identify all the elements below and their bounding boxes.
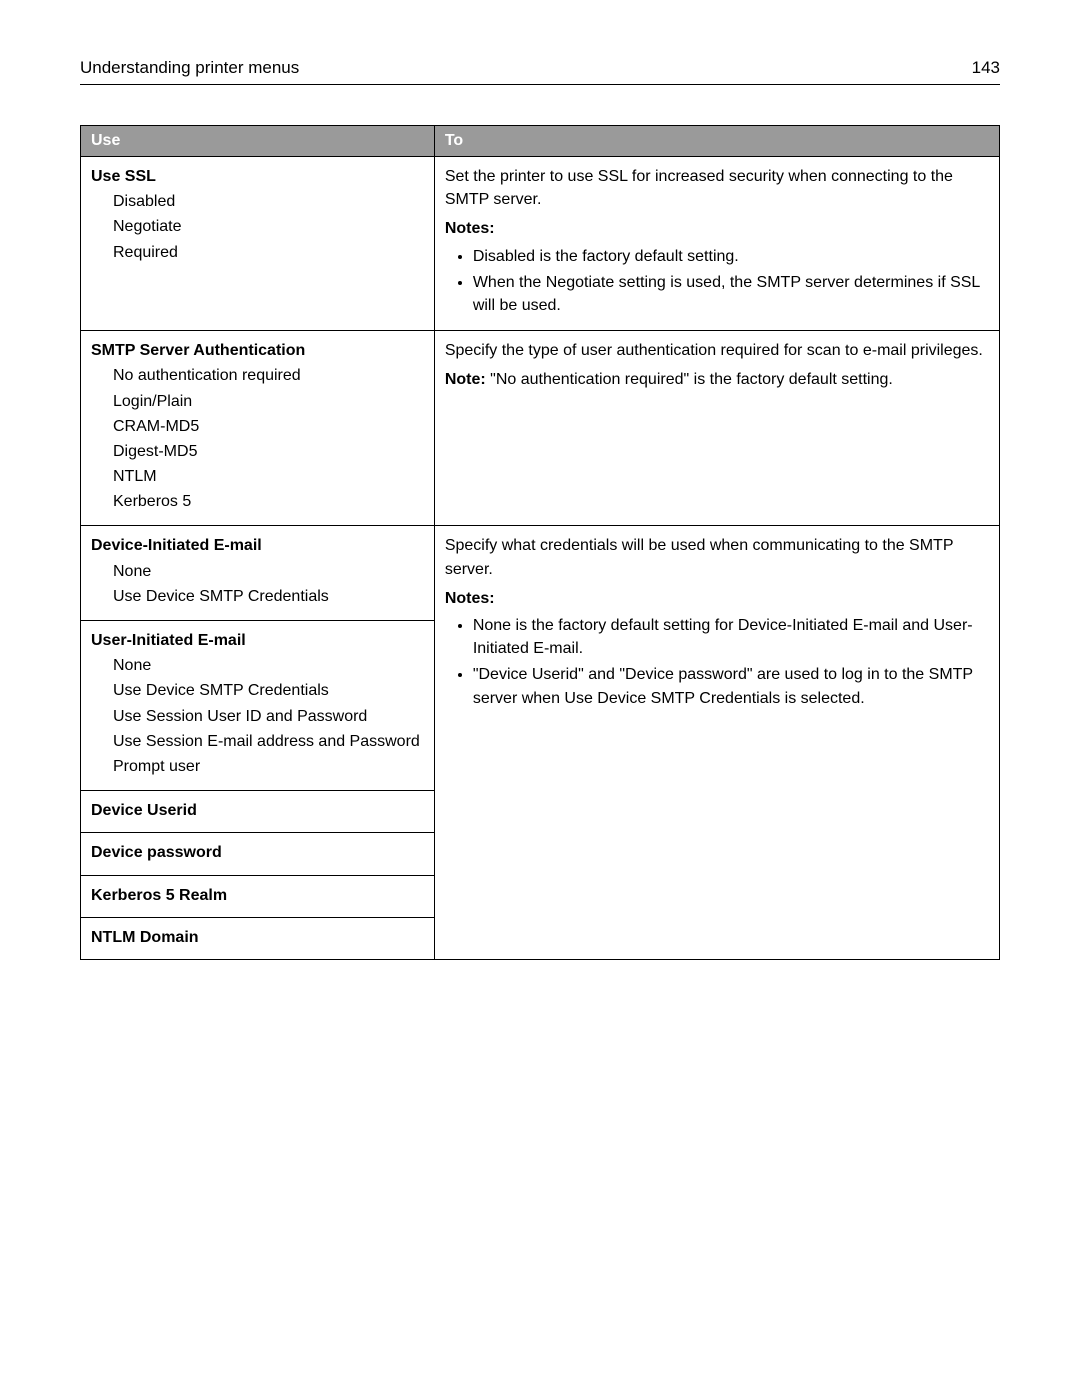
setting-cell: Use SSL Disabled Negotiate Required xyxy=(81,157,435,331)
option: Negotiate xyxy=(113,215,424,238)
setting-cell: Kerberos 5 Realm xyxy=(81,875,435,917)
option: Use Session User ID and Password xyxy=(113,705,424,728)
option: Login/Plain xyxy=(113,390,424,413)
setting-title: User-Initiated E-mail xyxy=(91,629,424,652)
option: CRAM-MD5 xyxy=(113,415,424,438)
setting-cell: Device Userid xyxy=(81,791,435,833)
option: Prompt user xyxy=(113,755,424,778)
setting-options: None Use Device SMTP Credentials xyxy=(91,560,424,608)
option: Use Session E-mail address and Password xyxy=(113,730,424,753)
note-line: Note: "No authentication required" is th… xyxy=(445,368,989,391)
setting-title: NTLM Domain xyxy=(91,926,424,949)
setting-cell: Device-Initiated E-mail None Use Device … xyxy=(81,526,435,621)
option: Required xyxy=(113,241,424,264)
table-header-row: Use To xyxy=(81,126,1000,157)
setting-title: Kerberos 5 Realm xyxy=(91,884,424,907)
page-header: Understanding printer menus 143 xyxy=(80,58,1000,85)
setting-title: SMTP Server Authentication xyxy=(91,339,424,362)
option: No authentication required xyxy=(113,364,424,387)
notes-label: Notes: xyxy=(445,587,989,610)
option: Use Device SMTP Credentials xyxy=(113,585,424,608)
setting-options: None Use Device SMTP Credentials Use Ses… xyxy=(91,654,424,778)
note-item: "Device Userid" and "Device password" ar… xyxy=(473,663,989,709)
setting-cell: Device password xyxy=(81,833,435,875)
note-text: "No authentication required" is the fact… xyxy=(486,371,893,388)
table-row: SMTP Server Authentication No authentica… xyxy=(81,331,1000,526)
setting-cell: SMTP Server Authentication No authentica… xyxy=(81,331,435,526)
setting-title: Device-Initiated E-mail xyxy=(91,534,424,557)
notes-list: Disabled is the factory default setting.… xyxy=(445,245,989,318)
desc-cell: Specify what credentials will be used wh… xyxy=(434,526,999,959)
desc-text: Specify what credentials will be used wh… xyxy=(445,534,989,580)
settings-table: Use To Use SSL Disabled Negotiate Requir… xyxy=(80,125,1000,960)
option: NTLM xyxy=(113,465,424,488)
desc-text: Set the printer to use SSL for increased… xyxy=(445,165,989,211)
note-item: None is the factory default setting for … xyxy=(473,614,989,660)
note-item: Disabled is the factory default setting. xyxy=(473,245,989,268)
setting-options: No authentication required Login/Plain C… xyxy=(91,364,424,513)
note-bold: Note: xyxy=(445,371,486,388)
page-number: 143 xyxy=(972,58,1000,78)
option: Kerberos 5 xyxy=(113,490,424,513)
table-row: Use SSL Disabled Negotiate Required Set … xyxy=(81,157,1000,331)
setting-cell: NTLM Domain xyxy=(81,917,435,959)
option: Use Device SMTP Credentials xyxy=(113,679,424,702)
option: Disabled xyxy=(113,190,424,213)
notes-label: Notes: xyxy=(445,217,989,240)
desc-cell: Specify the type of user authentication … xyxy=(434,331,999,526)
page-title: Understanding printer menus xyxy=(80,58,299,78)
option: None xyxy=(113,560,424,583)
col-use: Use xyxy=(81,126,435,157)
table-row: Device-Initiated E-mail None Use Device … xyxy=(81,526,1000,621)
option: None xyxy=(113,654,424,677)
page: Understanding printer menus 143 Use To U… xyxy=(0,0,1080,1397)
desc-cell: Set the printer to use SSL for increased… xyxy=(434,157,999,331)
note-item: When the Negotiate setting is used, the … xyxy=(473,271,989,317)
col-to: To xyxy=(434,126,999,157)
setting-cell: User-Initiated E-mail None Use Device SM… xyxy=(81,621,435,791)
setting-title: Use SSL xyxy=(91,165,424,188)
option: Digest-MD5 xyxy=(113,440,424,463)
desc-text: Specify the type of user authentication … xyxy=(445,339,989,362)
setting-title: Device Userid xyxy=(91,799,424,822)
setting-options: Disabled Negotiate Required xyxy=(91,190,424,264)
notes-list: None is the factory default setting for … xyxy=(445,614,989,710)
setting-title: Device password xyxy=(91,841,424,864)
